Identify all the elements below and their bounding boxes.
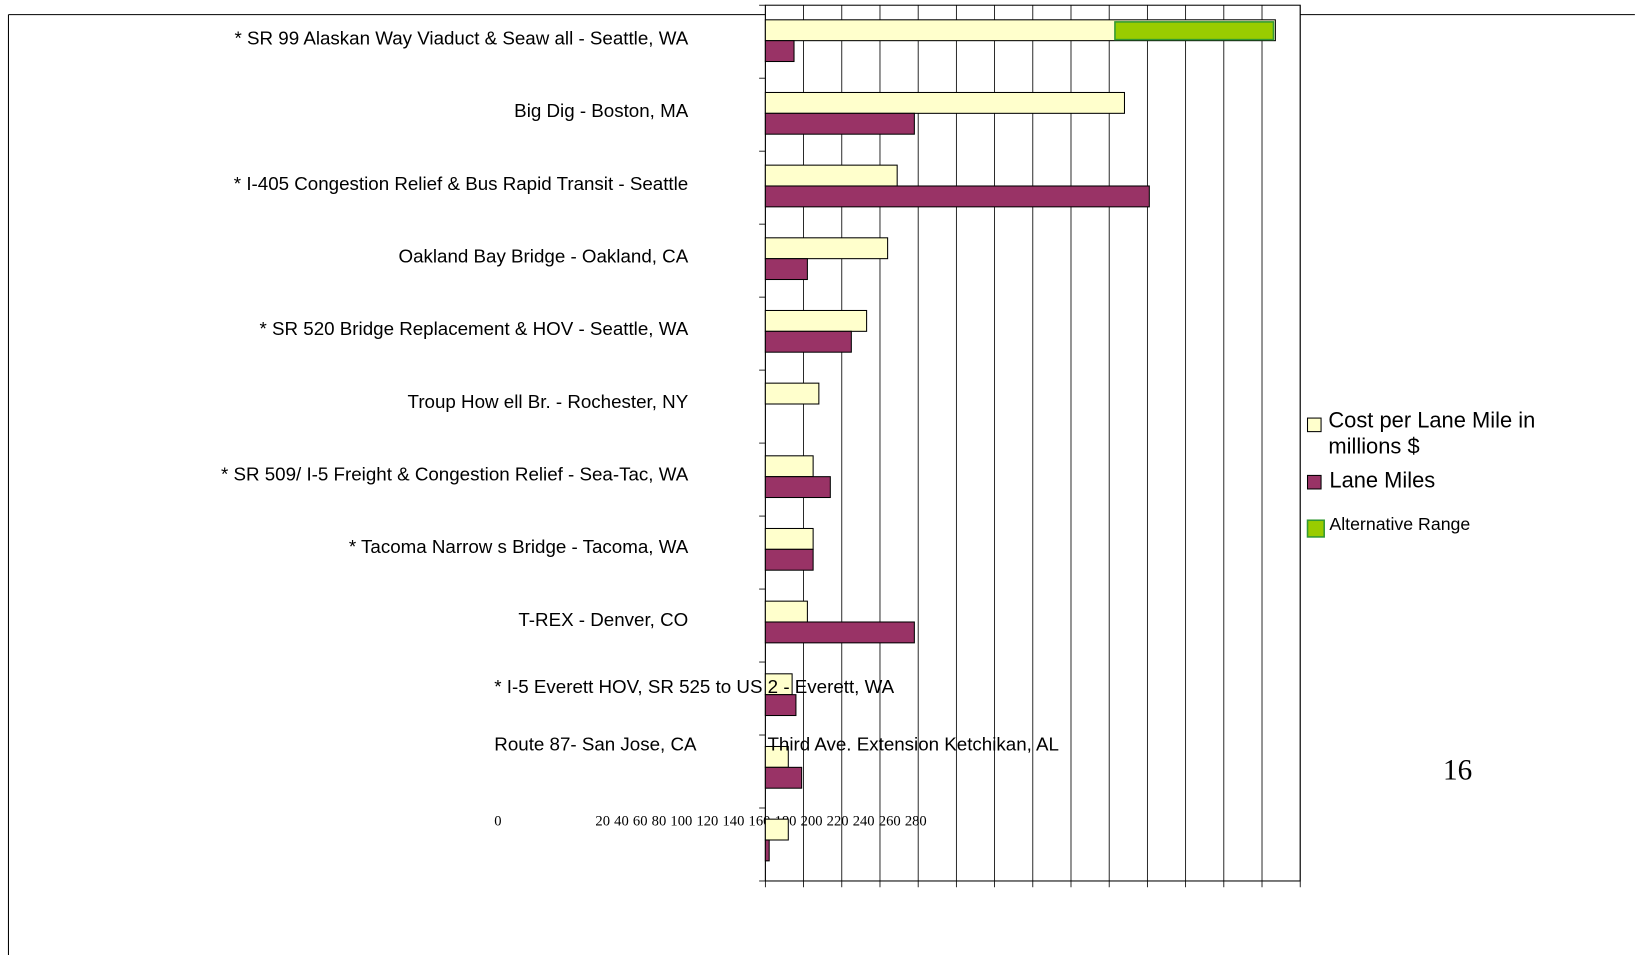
- category-label: Oakland Bay Bridge - Oakland, CA: [398, 246, 688, 267]
- legend-swatch: [1306, 519, 1325, 538]
- category-label: Third Ave. Extension Ketchikan, AL: [767, 733, 1058, 754]
- category-label: * Tacoma Narrow s Bridge - Tacoma, WA: [349, 536, 689, 557]
- category-label: Route 87- San Jose, CA: [494, 733, 697, 754]
- category-label: * SR 509/ I-5 Freight & Congestion Relie…: [221, 464, 689, 485]
- cost-bar: [764, 309, 868, 332]
- x-tick-label: 40: [614, 814, 629, 830]
- lane-miles-bar: [764, 694, 797, 717]
- cost-bar: [764, 91, 1126, 114]
- page-number: 16: [1443, 754, 1472, 786]
- category-label: * I-5 Everett HOV, SR 525 to US 2 - Ever…: [494, 676, 894, 697]
- cost-bar: [764, 382, 820, 405]
- lane-miles-bar: [764, 476, 831, 499]
- legend-label: Alternative Range: [1329, 514, 1470, 534]
- lane-miles-bar: [764, 766, 803, 789]
- lane-miles-bar: [764, 839, 770, 862]
- x-tick-label: 100: [670, 814, 692, 830]
- legend-swatch: [1306, 474, 1322, 490]
- category-label: * SR 520 Bridge Replacement & HOV - Seat…: [260, 318, 689, 339]
- lane-miles-bar: [764, 548, 814, 571]
- x-tick-labels: 020406080100120140160180200220240260280: [494, 814, 926, 830]
- legend-label: Lane Miles: [1329, 467, 1435, 492]
- lane-miles-bar: [764, 40, 795, 63]
- lane-miles-bar: [764, 185, 1150, 208]
- category-label: Big Dig - Boston, MA: [514, 100, 689, 121]
- legend-swatch: [1306, 417, 1322, 433]
- cost-bar: [764, 455, 814, 478]
- x-tick-label: 260: [879, 814, 901, 830]
- x-tick-label: 240: [853, 814, 875, 830]
- lane-miles-bar: [764, 112, 915, 135]
- lane-miles-bar: [764, 258, 808, 281]
- lane-miles-bar: [764, 330, 852, 353]
- x-tick-label: 0: [494, 814, 501, 830]
- x-tick-label: 120: [696, 814, 718, 830]
- lane-miles-bar: [764, 621, 915, 644]
- x-tick-label: 60: [633, 814, 648, 830]
- cost-bar: [764, 818, 789, 841]
- cost-bar: [764, 164, 898, 187]
- cost-bar: [764, 600, 808, 623]
- category-label: * SR 99 Alaskan Way Viaduct & Seaw all -…: [235, 28, 689, 49]
- category-label: * I-405 Congestion Relief & Bus Rapid Tr…: [234, 173, 688, 194]
- x-tick-label: 200: [801, 814, 823, 830]
- cost-bar: [764, 527, 814, 550]
- legend-label: Cost per Lane Mile in millions $: [1328, 408, 1536, 459]
- x-tick-label: 280: [905, 814, 927, 830]
- x-tick-label: 220: [827, 814, 849, 830]
- category-label: Troup How ell Br. - Rochester, NY: [408, 391, 689, 412]
- legend-entry: Cost per Lane Mile in millions $: [1328, 408, 1536, 459]
- x-tick-label: 80: [652, 814, 667, 830]
- category-label: T-REX - Denver, CO: [518, 609, 688, 630]
- x-tick-label: 20: [595, 814, 610, 830]
- x-tick-label: 140: [723, 814, 745, 830]
- cost-bar: [764, 237, 889, 260]
- alternative-range-bar: [1114, 21, 1275, 41]
